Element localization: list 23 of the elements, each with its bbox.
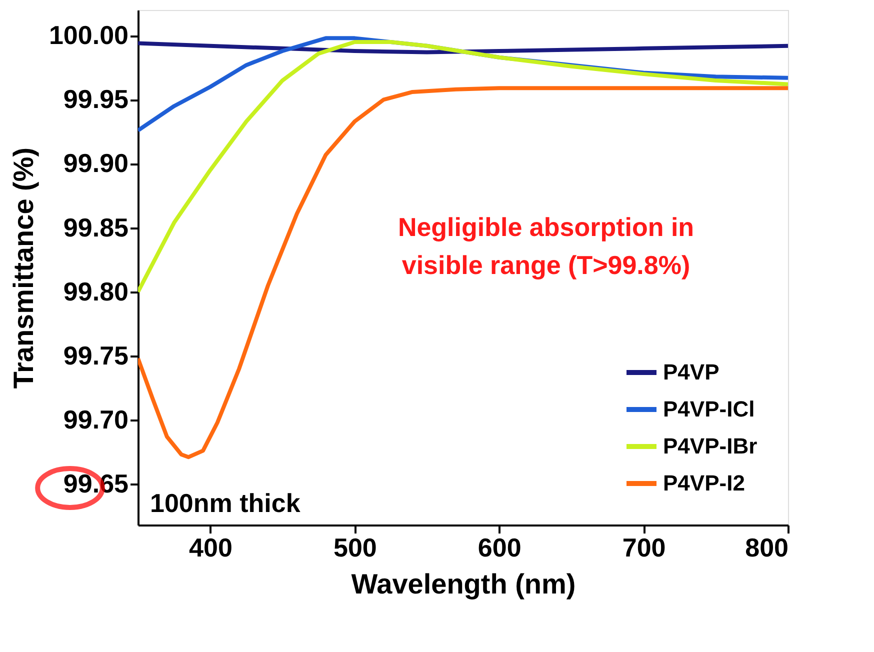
x-tick-label: 500 — [333, 532, 377, 562]
line-series — [138, 86, 788, 460]
y-tick-label: 100.00 — [48, 20, 128, 50]
y-tick-label: 99.85 — [63, 212, 128, 242]
y-tick-label: 99.70 — [63, 404, 128, 434]
line-series — [138, 40, 788, 294]
y-tick-label: 99.95 — [63, 84, 128, 114]
line-series — [138, 41, 788, 54]
y-tick-label: 99.75 — [63, 340, 128, 370]
legend-label: P4VP-IBr — [663, 434, 758, 458]
legend-label: P4VP-I2 — [663, 470, 745, 496]
x-axis-title: Wavelength (nm) — [351, 568, 576, 600]
x-tick-label: 600 — [478, 532, 522, 562]
x-tick-label: 700 — [622, 532, 666, 562]
y-axis-title: Transmittance (%) — [8, 147, 39, 389]
annotation: Negligible absorption in visible range (T>99.8%) — [398, 212, 694, 280]
legend-label: P4VP — [663, 360, 720, 384]
legend-label: P4VP-ICl — [663, 396, 755, 422]
x-tick-label: 400 — [189, 532, 232, 562]
x-tick-label: 800 — [745, 532, 788, 562]
y-tick-label: 99.90 — [63, 148, 128, 178]
y-tick-label: 99.80 — [63, 276, 128, 306]
annotation: 100nm thick — [150, 488, 301, 518]
